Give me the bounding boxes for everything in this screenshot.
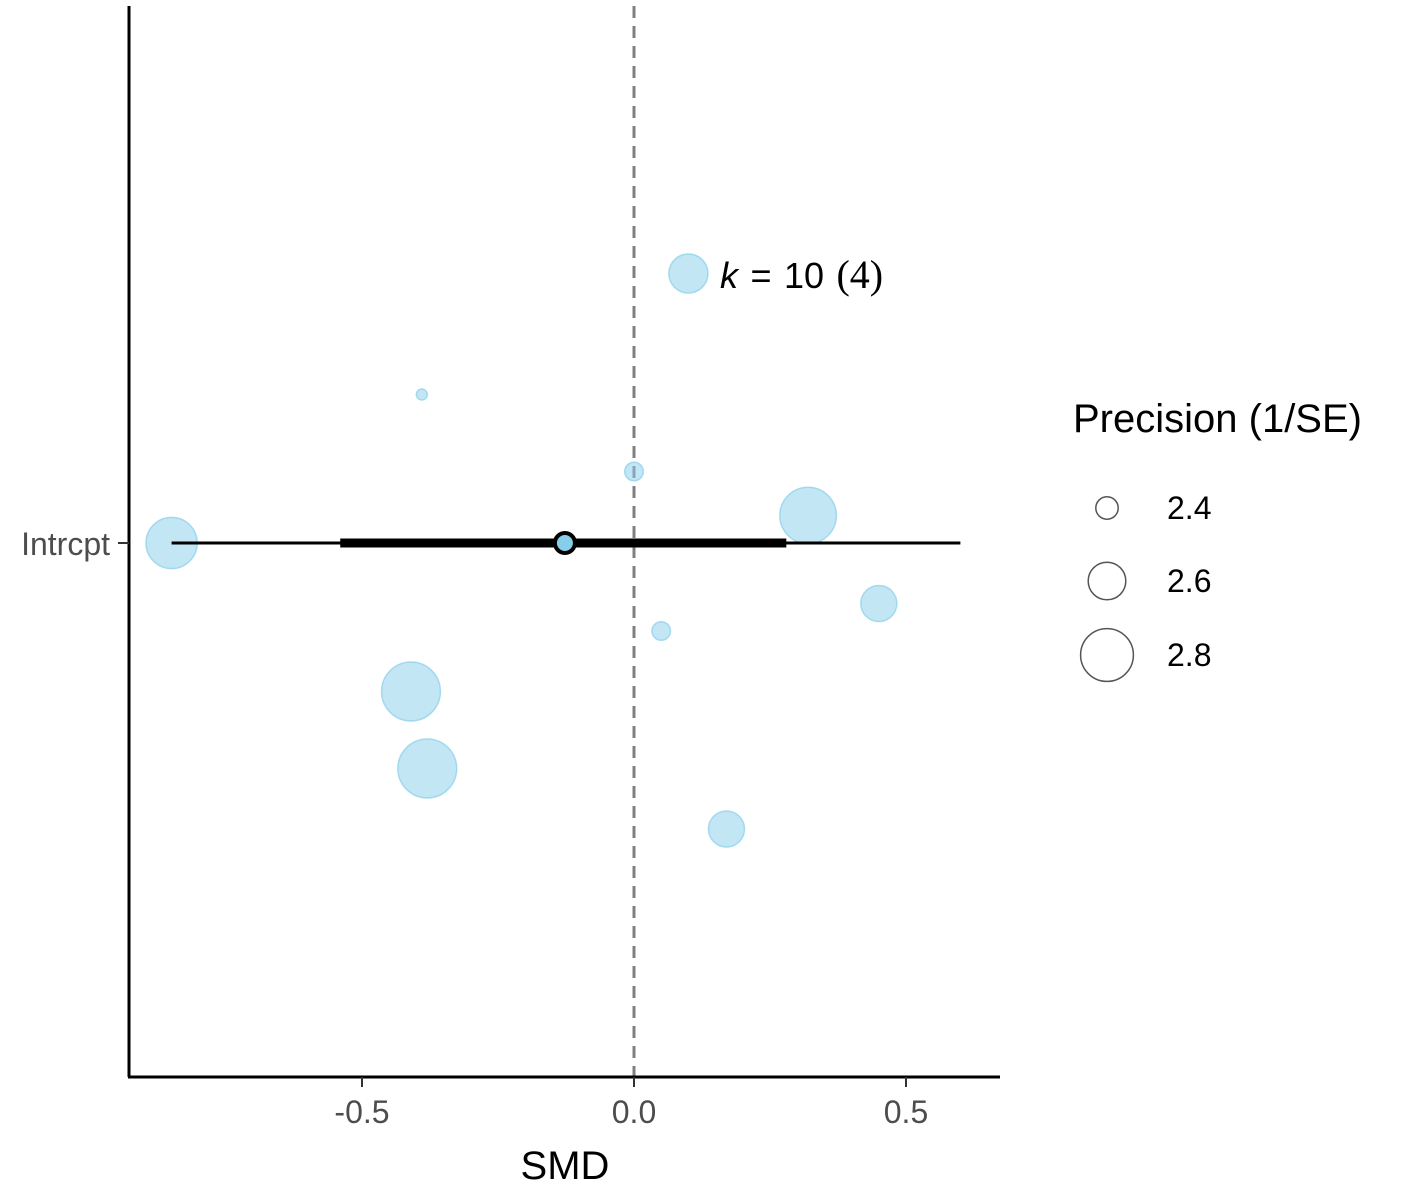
k-symbol: k — [720, 255, 740, 296]
study-point-8 — [380, 661, 442, 722]
legend-label-1: 2.6 — [1167, 563, 1211, 599]
x-ticks-layer: -0.5 0.0 0.5 — [334, 1077, 928, 1130]
legend-swatch-2 — [1079, 627, 1135, 683]
legend-label-2: 2.8 — [1167, 637, 1211, 673]
k-annotation: k = 10 (4) — [720, 252, 883, 297]
study-point-3 — [623, 461, 645, 482]
k-equals: = — [750, 255, 771, 296]
study-points-layer — [145, 253, 898, 848]
x-axis-title: SMD — [521, 1144, 610, 1188]
legend-title: Precision (1/SE) — [1073, 397, 1362, 441]
study-point-9 — [397, 738, 458, 799]
legend-swatch-1 — [1087, 561, 1127, 601]
x-tick-label-0: -0.5 — [334, 1094, 389, 1130]
k-value: 10 — [784, 255, 824, 296]
study-point-10 — [707, 810, 746, 848]
study-point-6 — [860, 584, 898, 623]
legend-label-0: 2.4 — [1167, 490, 1211, 526]
study-point-1 — [668, 253, 709, 294]
study-point-4 — [779, 486, 838, 545]
x-tick-label-1: 0.0 — [612, 1094, 656, 1130]
legend-swatch-0 — [1095, 496, 1119, 520]
estimate-layer — [171, 531, 961, 555]
legend-items: 2.4 2.6 2.8 — [1079, 490, 1211, 683]
k-groups: (4) — [836, 252, 883, 297]
study-point-2 — [415, 388, 429, 401]
study-point-7 — [651, 620, 672, 642]
legend: Precision (1/SE) 2.4 2.6 2.8 — [1073, 397, 1362, 683]
y-tick-label-intrcpt: Intrcpt — [21, 526, 110, 562]
pooled-estimate-point — [552, 531, 577, 555]
x-tick-label-2: 0.5 — [884, 1094, 928, 1130]
